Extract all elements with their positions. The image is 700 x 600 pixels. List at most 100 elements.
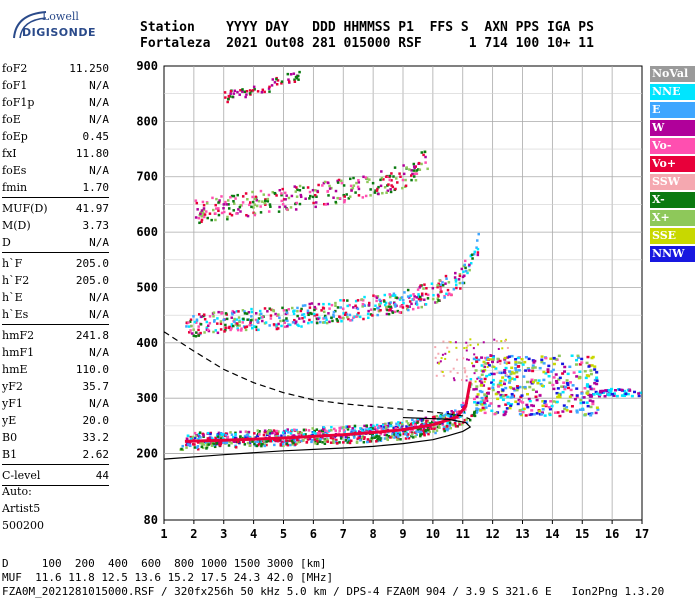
echo-point <box>224 328 227 332</box>
y-tick-label: 700 <box>136 170 158 184</box>
echo-point <box>245 89 249 93</box>
spread-f-point <box>570 393 574 397</box>
spread-f-point <box>510 366 514 370</box>
echo-point <box>294 443 297 446</box>
echo-point <box>460 267 464 271</box>
legend-entry-ssw: SSW <box>650 174 695 190</box>
echo-point <box>328 429 331 432</box>
echo-point <box>338 315 341 318</box>
header-row2: Fortaleza 2021 Out08 281 015000 RSF 1 71… <box>140 36 594 51</box>
echo-point <box>295 186 298 189</box>
spread-f-point <box>531 380 535 384</box>
echo-point <box>234 433 237 436</box>
spread-f-point <box>568 365 572 369</box>
echo-point <box>246 198 249 201</box>
echo-point <box>306 438 310 441</box>
echo-point <box>461 401 465 405</box>
echo-point <box>257 328 260 332</box>
spread-f-point <box>477 376 481 379</box>
spread-f-point <box>528 413 532 417</box>
echo-point <box>449 293 453 296</box>
echo-point <box>312 431 315 434</box>
echo-point <box>302 186 305 190</box>
echo-point <box>398 421 402 425</box>
echo-point <box>340 316 344 320</box>
spread-f-point <box>595 392 599 395</box>
echo-point <box>415 433 418 436</box>
echo-point <box>394 427 398 430</box>
echo-point <box>346 299 349 302</box>
echo-point <box>296 309 299 313</box>
echo-point <box>427 432 430 436</box>
echo-point <box>251 195 254 199</box>
echo-point <box>256 320 259 324</box>
echo-point <box>455 410 459 414</box>
spread-f-point <box>593 368 597 371</box>
echo-point <box>394 433 398 436</box>
echo-point <box>217 310 220 314</box>
echo-point <box>283 321 286 325</box>
echo-point <box>456 371 459 374</box>
spread-f-point <box>517 398 521 402</box>
echo-point <box>446 293 450 297</box>
spread-f-point <box>528 399 532 403</box>
echo-point <box>401 298 405 302</box>
param-value: N/A <box>89 308 109 321</box>
echo-point <box>202 314 205 318</box>
echo-point <box>219 322 223 326</box>
echo-point <box>315 317 319 321</box>
echo-point <box>432 293 435 297</box>
echo-point <box>480 403 483 406</box>
echo-point <box>197 328 200 332</box>
echo-point <box>195 331 198 334</box>
echo-point <box>379 178 382 182</box>
echo-point <box>404 178 407 182</box>
echo-point <box>243 434 247 438</box>
echo-point <box>195 446 199 449</box>
echo-point <box>446 288 450 292</box>
echo-point <box>425 431 428 434</box>
echo-point <box>190 324 193 328</box>
echo-point <box>214 203 217 207</box>
spread-f-point <box>523 385 527 389</box>
echo-point <box>363 424 366 428</box>
echo-point <box>300 325 303 328</box>
echo-point <box>464 269 468 273</box>
spread-f-point <box>589 369 593 372</box>
echo-point <box>366 438 370 441</box>
spread-f-point <box>477 358 481 362</box>
spread-f-point <box>524 355 528 359</box>
echo-point <box>194 216 198 219</box>
echo-point <box>289 432 293 435</box>
echo-point <box>454 280 458 283</box>
spread-f-point <box>479 380 483 383</box>
echo-point <box>370 436 374 440</box>
echo-point <box>399 175 402 178</box>
echo-point <box>194 199 198 202</box>
echo-point <box>452 367 455 370</box>
echo-point <box>504 338 507 341</box>
param-value: N/A <box>89 113 109 126</box>
spread-f-point <box>504 366 508 370</box>
echo-point <box>359 427 362 430</box>
x-tick-label: 12 <box>485 527 499 541</box>
echo-point <box>336 181 340 184</box>
echo-point <box>316 442 319 446</box>
spread-f-point <box>563 407 567 411</box>
echo-point <box>308 318 311 322</box>
spread-f-point <box>524 414 528 417</box>
spread-f-point <box>518 400 522 403</box>
echo-point <box>267 193 271 197</box>
param-name: hmF2 <box>2 329 35 342</box>
echo-point <box>328 307 331 310</box>
echo-point <box>303 304 307 307</box>
echo-point <box>306 309 310 313</box>
echo-point <box>292 441 295 445</box>
echo-point <box>345 193 348 196</box>
echo-point <box>318 440 322 444</box>
echo-point <box>208 321 212 325</box>
echo-point <box>257 443 260 447</box>
spread-f-point <box>498 381 502 385</box>
spread-f-point <box>564 385 568 389</box>
spread-f-point <box>479 377 483 381</box>
